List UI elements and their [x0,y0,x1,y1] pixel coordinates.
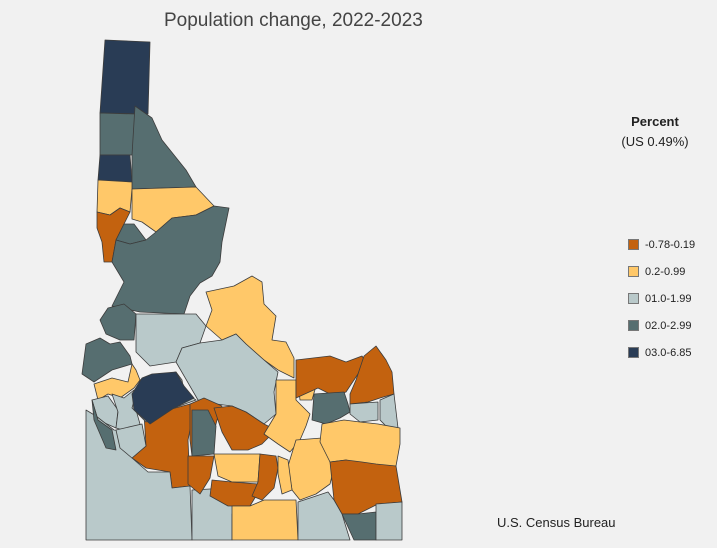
legend-item: 03.0-6.85 [628,339,695,366]
page-title: Population change, 2022-2023 [164,10,423,31]
legend-label: 0.2-0.99 [645,265,686,278]
county-region [99,39,151,115]
legend: -0.78-0.19 0.2-0.99 01.0-1.99 02.0-2.99 … [628,231,695,366]
legend-item: 01.0-1.99 [628,285,695,312]
county-region [91,399,117,451]
county-region [131,105,197,190]
legend-swatch [628,239,639,250]
legend-item: 0.2-0.99 [628,258,695,285]
legend-item: 02.0-2.99 [628,312,695,339]
county-region [187,455,215,495]
county-region [295,355,367,399]
source-note: U.S. Census Bureau [497,515,616,530]
legend-heading: Percent [631,114,679,129]
legend-swatch [628,347,639,358]
county-region [115,423,147,459]
county-region [209,479,259,507]
legend-swatch [628,320,639,331]
county-region [99,112,136,156]
legend-swatch [628,293,639,304]
county-region [111,205,230,315]
legend-swatch [628,266,639,277]
county-region [99,303,137,341]
county-region [379,393,399,429]
county-region [213,453,261,483]
county-region [97,154,133,183]
county-region [349,345,395,405]
county-region [131,371,195,425]
county-region [311,391,351,425]
county-region [81,337,133,383]
legend-label: 01.0-1.99 [645,292,692,305]
county-region [205,275,295,379]
county-region [319,419,401,469]
legend-subheading: (US 0.49%) [621,134,689,149]
legend-item: -0.78-0.19 [628,231,695,258]
county-region [191,409,217,457]
legend-label: 02.0-2.99 [645,319,692,332]
county-region [349,401,379,423]
county-region [251,453,279,501]
county-region [297,491,351,541]
county-region [375,501,403,541]
county-region [96,179,133,216]
legend-label: 03.0-6.85 [645,346,692,359]
county-region [277,455,293,495]
county-region [231,499,299,541]
legend-header: Percent (US 0.49%) [612,112,698,152]
legend-label: -0.78-0.19 [645,238,696,251]
